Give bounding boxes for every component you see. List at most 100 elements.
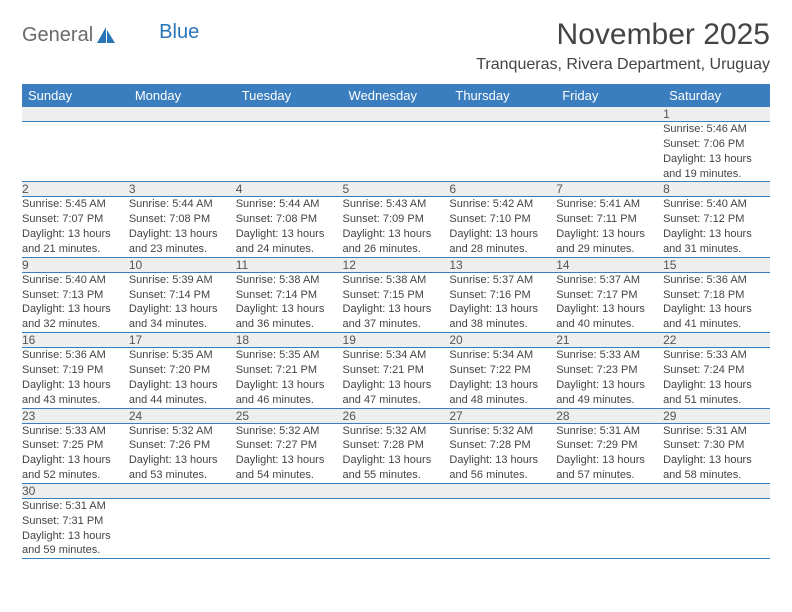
day-line: and 31 minutes. [663, 242, 770, 257]
day-line: Sunset: 7:28 PM [449, 438, 556, 453]
location-text: Tranqueras, Rivera Department, Uruguay [476, 56, 770, 74]
day-number-cell [663, 483, 770, 498]
day-number-cell: 1 [663, 107, 770, 122]
day-line: Sunset: 7:11 PM [556, 212, 663, 227]
day-line: Daylight: 13 hours [236, 302, 343, 317]
day-line: and 23 minutes. [129, 242, 236, 257]
day-data-row: Sunrise: 5:36 AMSunset: 7:19 PMDaylight:… [22, 348, 770, 408]
day-number-row: 23242526272829 [22, 408, 770, 423]
day-number-cell [129, 107, 236, 122]
day-line: Daylight: 13 hours [556, 227, 663, 242]
day-data-cell: Sunrise: 5:32 AMSunset: 7:28 PMDaylight:… [343, 423, 450, 483]
day-line: Sunrise: 5:32 AM [236, 424, 343, 439]
day-number-cell: 15 [663, 257, 770, 272]
day-number-cell: 10 [129, 257, 236, 272]
day-line: and 47 minutes. [343, 393, 450, 408]
day-line: Daylight: 13 hours [449, 302, 556, 317]
day-data-cell: Sunrise: 5:45 AMSunset: 7:07 PMDaylight:… [22, 197, 129, 257]
day-data-cell: Sunrise: 5:34 AMSunset: 7:22 PMDaylight:… [449, 348, 556, 408]
day-number-cell [236, 107, 343, 122]
day-number-cell: 16 [22, 333, 129, 348]
day-line: Sunset: 7:16 PM [449, 288, 556, 303]
day-number-row: 30 [22, 483, 770, 498]
day-data-cell: Sunrise: 5:33 AMSunset: 7:23 PMDaylight:… [556, 348, 663, 408]
day-line: Sunset: 7:17 PM [556, 288, 663, 303]
day-line: Sunrise: 5:34 AM [343, 348, 450, 363]
day-number-cell: 27 [449, 408, 556, 423]
weekday-header: Sunday [22, 84, 129, 107]
day-number-cell [22, 107, 129, 122]
day-line: Daylight: 13 hours [556, 302, 663, 317]
day-number-cell [236, 483, 343, 498]
day-number-cell: 12 [343, 257, 450, 272]
day-line: Sunrise: 5:42 AM [449, 197, 556, 212]
day-number-cell: 24 [129, 408, 236, 423]
day-data-cell: Sunrise: 5:38 AMSunset: 7:14 PMDaylight:… [236, 272, 343, 332]
day-line: and 43 minutes. [22, 393, 129, 408]
day-line: Sunset: 7:19 PM [22, 363, 129, 378]
day-line: Sunrise: 5:35 AM [129, 348, 236, 363]
day-line: Sunrise: 5:43 AM [343, 197, 450, 212]
day-data-cell [449, 122, 556, 182]
day-line: Daylight: 13 hours [236, 453, 343, 468]
calendar-table: Sunday Monday Tuesday Wednesday Thursday… [22, 84, 770, 559]
day-line: and 49 minutes. [556, 393, 663, 408]
day-data-cell: Sunrise: 5:35 AMSunset: 7:20 PMDaylight:… [129, 348, 236, 408]
day-line: Sunset: 7:06 PM [663, 137, 770, 152]
day-line: Sunrise: 5:35 AM [236, 348, 343, 363]
day-line: Sunrise: 5:33 AM [22, 424, 129, 439]
day-line: Daylight: 13 hours [129, 453, 236, 468]
day-data-cell: Sunrise: 5:35 AMSunset: 7:21 PMDaylight:… [236, 348, 343, 408]
day-number-cell: 14 [556, 257, 663, 272]
day-line: Sunrise: 5:37 AM [556, 273, 663, 288]
day-number-row: 1 [22, 107, 770, 122]
day-number-cell: 28 [556, 408, 663, 423]
day-line: Sunset: 7:12 PM [663, 212, 770, 227]
day-number-cell: 25 [236, 408, 343, 423]
day-line: Sunset: 7:29 PM [556, 438, 663, 453]
day-data-cell: Sunrise: 5:43 AMSunset: 7:09 PMDaylight:… [343, 197, 450, 257]
day-line: Sunrise: 5:41 AM [556, 197, 663, 212]
weekday-header: Monday [129, 84, 236, 107]
brand-part2: Blue [159, 21, 199, 44]
day-number-cell: 30 [22, 483, 129, 498]
day-number-cell: 21 [556, 333, 663, 348]
day-line: and 36 minutes. [236, 317, 343, 332]
day-line: Sunset: 7:21 PM [236, 363, 343, 378]
weekday-header: Friday [556, 84, 663, 107]
day-line: Sunrise: 5:36 AM [663, 273, 770, 288]
day-line: Sunset: 7:30 PM [663, 438, 770, 453]
day-line: and 58 minutes. [663, 468, 770, 483]
day-line: and 56 minutes. [449, 468, 556, 483]
day-line: Sunrise: 5:37 AM [449, 273, 556, 288]
weekday-header: Thursday [449, 84, 556, 107]
brand-part1: General [22, 24, 93, 47]
day-number-cell: 4 [236, 182, 343, 197]
day-line: Sunset: 7:20 PM [129, 363, 236, 378]
page-title: November 2025 [476, 18, 770, 52]
day-data-row: Sunrise: 5:31 AMSunset: 7:31 PMDaylight:… [22, 498, 770, 558]
day-data-row: Sunrise: 5:46 AMSunset: 7:06 PMDaylight:… [22, 122, 770, 182]
day-line: Daylight: 13 hours [22, 529, 129, 544]
day-number-cell: 23 [22, 408, 129, 423]
day-line: Daylight: 13 hours [663, 302, 770, 317]
day-line: Daylight: 13 hours [129, 302, 236, 317]
day-line: Sunset: 7:15 PM [343, 288, 450, 303]
day-number-cell: 18 [236, 333, 343, 348]
day-data-cell: Sunrise: 5:36 AMSunset: 7:18 PMDaylight:… [663, 272, 770, 332]
day-line: Sunset: 7:09 PM [343, 212, 450, 227]
day-line: Sunrise: 5:31 AM [22, 499, 129, 514]
day-number-cell: 2 [22, 182, 129, 197]
day-line: and 48 minutes. [449, 393, 556, 408]
day-line: Sunrise: 5:40 AM [663, 197, 770, 212]
day-line: and 32 minutes. [22, 317, 129, 332]
day-number-cell: 20 [449, 333, 556, 348]
day-data-cell [236, 122, 343, 182]
day-line: Daylight: 13 hours [22, 302, 129, 317]
day-line: Daylight: 13 hours [22, 227, 129, 242]
day-line: Daylight: 13 hours [343, 378, 450, 393]
day-line: and 21 minutes. [22, 242, 129, 257]
day-line: and 29 minutes. [556, 242, 663, 257]
day-number-cell [449, 107, 556, 122]
day-data-cell [129, 498, 236, 558]
